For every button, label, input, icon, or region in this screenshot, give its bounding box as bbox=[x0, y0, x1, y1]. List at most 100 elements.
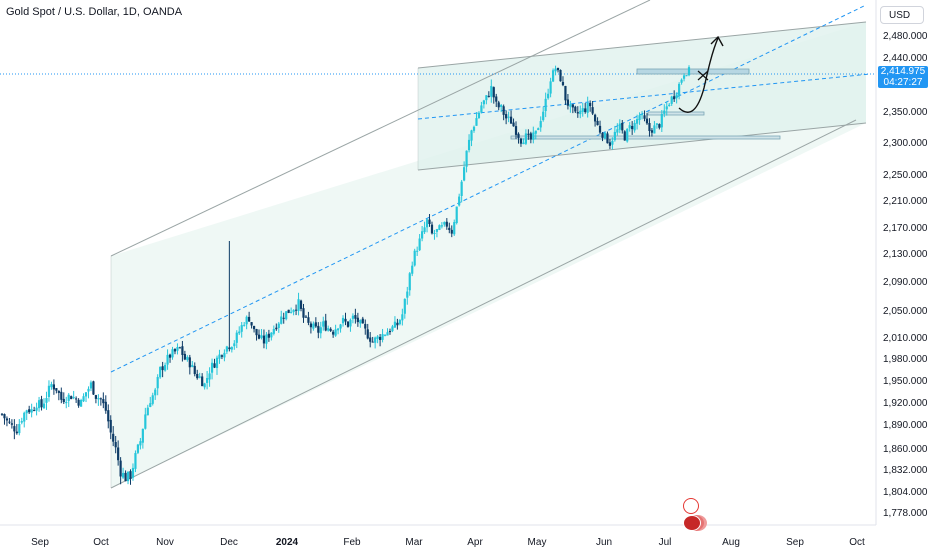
candle-body bbox=[477, 112, 481, 118]
candle-body bbox=[556, 67, 560, 71]
candle-body bbox=[349, 319, 352, 327]
candle-body bbox=[655, 123, 658, 125]
x-tick-label: Apr bbox=[467, 537, 483, 548]
candle-body bbox=[77, 399, 80, 406]
candle-body bbox=[566, 99, 570, 106]
candle-body bbox=[131, 467, 135, 478]
candles bbox=[0, 65, 691, 485]
currency-selector[interactable]: USD bbox=[880, 6, 924, 24]
x-tick-label: Nov bbox=[156, 537, 174, 548]
candle-body bbox=[25, 410, 28, 414]
time-axis[interactable]: Sep Oct Nov Dec 2024 Feb Mar Apr May Jun Jul Aug Sep… bbox=[0, 524, 876, 548]
candle-body bbox=[586, 103, 589, 113]
candle-body bbox=[168, 354, 172, 358]
candle-body bbox=[52, 384, 55, 390]
candle-body bbox=[383, 334, 387, 336]
candle-body bbox=[391, 326, 394, 332]
flag-event-icon[interactable] bbox=[683, 515, 701, 531]
candle-body bbox=[156, 377, 159, 389]
candle-body bbox=[359, 319, 362, 324]
candle-body bbox=[378, 336, 382, 340]
candle-body bbox=[626, 128, 629, 142]
candle-body bbox=[571, 104, 574, 108]
candle-body bbox=[460, 181, 463, 196]
price-axis[interactable]: 2,480.0002,440.0002,400.0002,350.0002,30… bbox=[875, 0, 928, 525]
candle-body bbox=[230, 347, 233, 350]
candle-body bbox=[141, 428, 144, 443]
y-tick-label: 1,860.000 bbox=[883, 444, 928, 455]
y-tick-label: 1,778.000 bbox=[883, 508, 928, 519]
x-tick-label: May bbox=[528, 537, 547, 548]
candle-body bbox=[616, 129, 619, 133]
candle-body bbox=[164, 364, 167, 371]
flash-event-icon[interactable] bbox=[683, 498, 699, 514]
candle-body bbox=[386, 332, 389, 336]
candle-body bbox=[514, 126, 518, 135]
candle-body bbox=[75, 398, 78, 400]
candle-body bbox=[440, 225, 443, 227]
candle-body bbox=[312, 323, 315, 329]
candle-body bbox=[351, 315, 355, 319]
x-tick-label: Aug bbox=[722, 537, 740, 548]
candle-body bbox=[243, 324, 246, 326]
candle-body bbox=[210, 362, 214, 373]
candle-body bbox=[658, 124, 661, 128]
candle-body bbox=[579, 110, 582, 115]
mini-support-zone bbox=[647, 111, 705, 116]
candle-body bbox=[487, 95, 490, 97]
candle-body bbox=[8, 421, 11, 423]
candle-body bbox=[18, 423, 21, 434]
inner-channel-upper bbox=[417, 21, 867, 69]
candle-body bbox=[262, 335, 266, 344]
candle-body bbox=[124, 472, 127, 482]
candle-body bbox=[126, 471, 130, 482]
candle-body bbox=[30, 409, 33, 413]
x-tick-label: Feb bbox=[343, 537, 361, 548]
candle-body bbox=[188, 357, 191, 368]
candle-body bbox=[502, 106, 505, 115]
candle-body bbox=[542, 111, 545, 121]
inner-channel-lower bbox=[417, 122, 867, 171]
x-tick-label: Sep bbox=[31, 537, 49, 548]
candle-body bbox=[356, 317, 359, 323]
candle-body bbox=[317, 325, 320, 333]
candle-body bbox=[589, 102, 592, 107]
y-tick-label: 1,890.000 bbox=[883, 420, 928, 431]
candle-body bbox=[267, 333, 270, 338]
candle-body bbox=[495, 96, 498, 102]
candle-body bbox=[598, 125, 602, 133]
candle-body bbox=[250, 322, 253, 326]
candle-body bbox=[119, 460, 122, 477]
candle-body bbox=[507, 116, 510, 118]
candle-body bbox=[519, 138, 523, 144]
y-tick-label: 1,980.000 bbox=[883, 354, 928, 365]
levels bbox=[510, 68, 781, 140]
candle-body bbox=[611, 140, 614, 145]
candle-body bbox=[645, 118, 649, 124]
candle-body bbox=[67, 394, 70, 401]
x-tick-label: Oct bbox=[849, 537, 865, 548]
candle-body bbox=[215, 357, 219, 368]
candle-body bbox=[465, 150, 468, 167]
candle-body bbox=[40, 399, 43, 408]
candle-body bbox=[294, 309, 298, 311]
candle-body bbox=[84, 392, 88, 397]
candle-body bbox=[344, 318, 347, 322]
candle-body bbox=[687, 67, 691, 76]
candle-body bbox=[114, 442, 117, 448]
candle-body bbox=[272, 329, 275, 334]
y-tick-label: 1,950.000 bbox=[883, 376, 928, 387]
candle-body bbox=[527, 133, 530, 135]
candle-body bbox=[13, 426, 16, 432]
candle-body bbox=[260, 335, 263, 338]
candle-body bbox=[603, 132, 607, 139]
projection-curve bbox=[678, 37, 719, 113]
candle-body bbox=[265, 334, 268, 344]
candle-body bbox=[564, 85, 567, 101]
candle-body bbox=[339, 324, 342, 329]
candle-body bbox=[10, 423, 13, 425]
candle-body bbox=[388, 331, 392, 333]
candle-body bbox=[569, 104, 572, 107]
candle-body bbox=[45, 398, 48, 403]
